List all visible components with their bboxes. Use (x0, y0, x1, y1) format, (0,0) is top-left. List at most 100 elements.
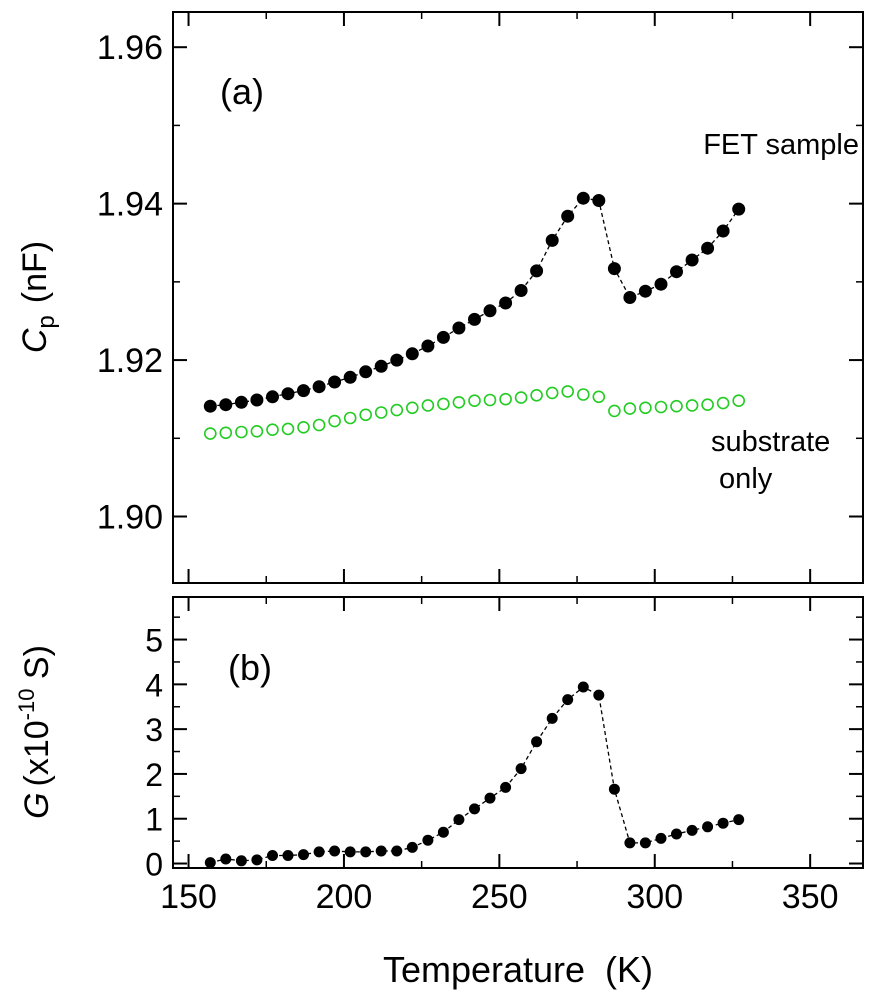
data-point (437, 826, 449, 838)
data-point (421, 339, 435, 353)
ytick-label: 1.92 (97, 342, 163, 380)
data-point (251, 854, 263, 866)
data-point (421, 399, 435, 412)
data-point (654, 400, 668, 414)
data-point (219, 426, 233, 440)
panel-b-ticks (173, 597, 863, 868)
panel-a-ytick-labels: 1.90 1.92 1.94 1.96 (97, 29, 163, 536)
data-point (359, 408, 373, 422)
panel-b-ylabel-exponent: -10 (14, 689, 39, 721)
data-point (220, 853, 232, 865)
data-point (624, 837, 636, 849)
ytick-label: 1.90 (97, 499, 163, 537)
data-point (561, 209, 575, 223)
data-point (297, 384, 310, 398)
data-point (298, 849, 309, 861)
data-point (623, 291, 637, 304)
fet-sample-annotation: FET sample (703, 129, 859, 161)
panel-b: 0 1 2 3 4 5 150 200 250 300 350 (b) G (x10-10 S) T… (14, 596, 864, 990)
data-point (670, 265, 683, 279)
data-point (499, 296, 513, 310)
data-point (235, 855, 247, 867)
data-point (343, 411, 357, 425)
data-point (607, 262, 621, 276)
substrate-only-annotation: substrate only (711, 426, 838, 495)
data-point (514, 391, 528, 404)
data-point (561, 385, 575, 398)
data-point (717, 817, 729, 829)
data-point (313, 846, 325, 858)
ytick-label: 2 (145, 757, 163, 793)
data-point (593, 689, 605, 701)
data-point (483, 393, 497, 407)
data-point (204, 427, 217, 440)
ytick-label: 1.94 (97, 186, 163, 224)
data-point (577, 681, 589, 693)
data-point (592, 194, 606, 207)
xtick-label: 150 (160, 878, 217, 916)
data-point (701, 398, 714, 412)
data-point (312, 380, 326, 394)
data-point (638, 284, 652, 298)
data-point (468, 312, 481, 326)
data-point (374, 406, 388, 419)
data-point (344, 846, 356, 858)
data-point (203, 399, 217, 413)
data-point (546, 712, 558, 724)
data-point (530, 264, 544, 278)
ytick-label: 1 (145, 802, 163, 838)
panel-b-ylabel-unit-prefix: (x10 (18, 720, 56, 786)
data-point (716, 224, 730, 238)
panel-b-label: (b) (228, 647, 272, 688)
data-point (514, 284, 528, 297)
data-point (406, 841, 418, 853)
ytick-label: 1.96 (97, 29, 163, 67)
panel-b-points (204, 681, 745, 869)
data-point (329, 845, 341, 857)
data-point (499, 392, 512, 406)
panel-a-ticks (173, 12, 863, 583)
data-point (545, 233, 559, 247)
data-point (592, 390, 606, 404)
substrate-only-line-2: only (711, 463, 773, 495)
panel-a-ylabel-symbol: C (16, 328, 54, 353)
data-point (281, 422, 295, 436)
data-point (219, 398, 233, 412)
data-point (374, 359, 388, 373)
series-line (210, 197, 740, 407)
data-point (716, 396, 730, 410)
xtick-label: 300 (626, 878, 683, 916)
data-point (250, 393, 264, 407)
data-point (530, 388, 543, 402)
data-point (266, 390, 279, 404)
xtick-label: 200 (316, 878, 373, 916)
ytick-label: 3 (145, 712, 163, 748)
data-point (732, 394, 746, 408)
data-point (405, 401, 419, 415)
data-point (360, 846, 372, 858)
data-point (282, 850, 294, 861)
xtick-label: 350 (782, 878, 839, 916)
data-point (390, 353, 404, 367)
data-point (204, 857, 216, 869)
ytick-label: 5 (145, 623, 163, 659)
data-point (702, 821, 714, 833)
data-point (343, 370, 357, 384)
panel-a-ylabel-unit: (nF) (16, 241, 54, 303)
data-point (685, 399, 699, 412)
data-point (235, 425, 248, 439)
substrate-only-line-1: substrate (711, 426, 830, 458)
data-point (250, 424, 264, 438)
panel-a-lines (210, 197, 740, 407)
data-point (623, 402, 637, 415)
data-point (375, 845, 387, 857)
data-point (234, 395, 248, 409)
data-point (701, 241, 715, 255)
ytick-label: 0 (145, 847, 163, 883)
data-point (500, 781, 512, 793)
data-point (671, 828, 682, 840)
data-point (654, 277, 668, 291)
ytick-label: 4 (145, 667, 163, 703)
data-point (562, 694, 574, 706)
